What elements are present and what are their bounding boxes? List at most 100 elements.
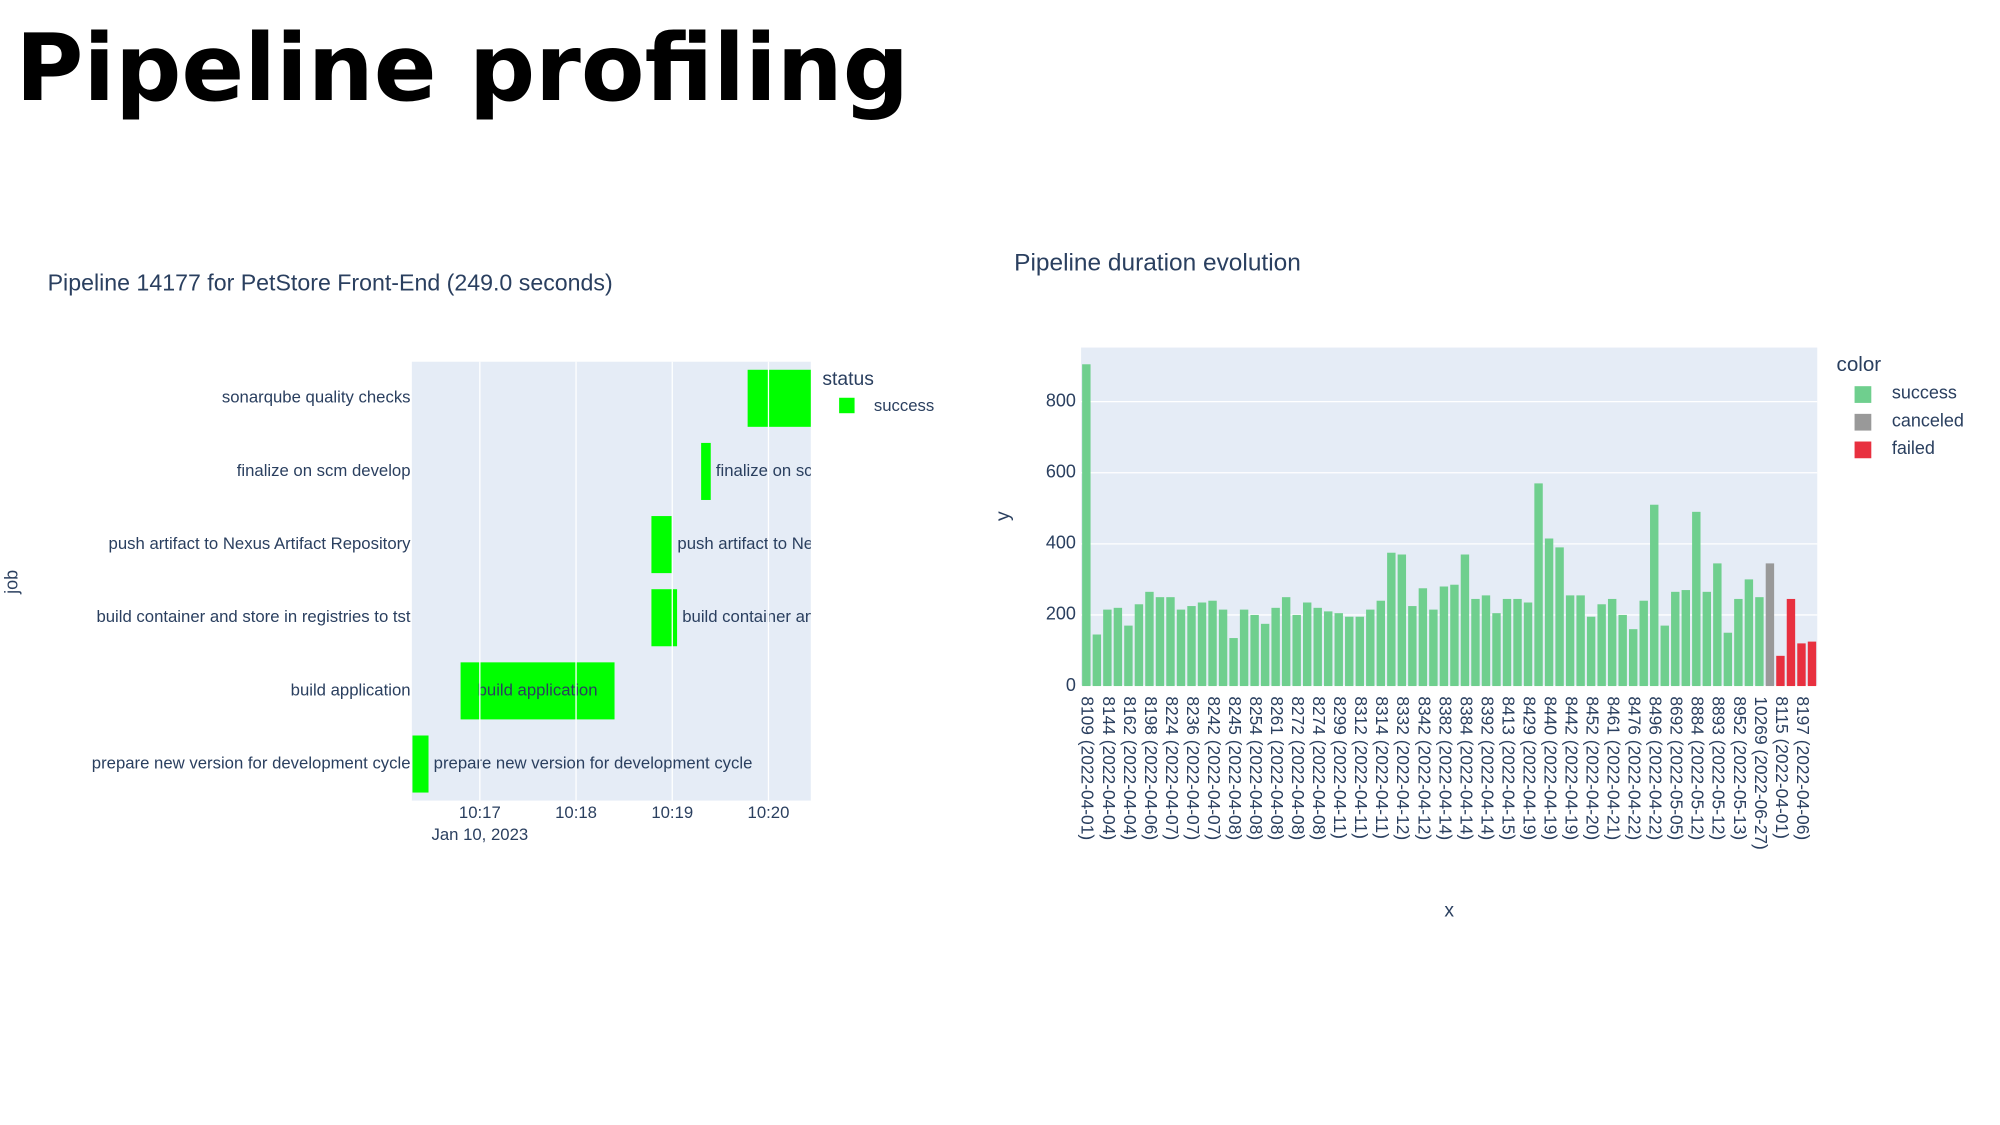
bar [1113, 607, 1123, 687]
bar [1692, 511, 1701, 687]
legend-label: success [1892, 383, 1957, 403]
bar [1092, 634, 1102, 687]
bar [1628, 629, 1638, 687]
bar-label: build application [478, 680, 598, 699]
x-tick-label: 8413 (2022-04-15) [1498, 696, 1518, 840]
bar [1208, 600, 1217, 687]
bar [1345, 616, 1354, 687]
bar [1239, 609, 1249, 687]
bar [1313, 607, 1322, 687]
x-tick-label: 8312 (2022-04-11) [1351, 696, 1371, 839]
bar [460, 662, 615, 720]
bar [651, 589, 678, 647]
bar [1103, 609, 1112, 687]
bar [1492, 613, 1501, 687]
bar-label: finalize on scm develop [716, 461, 890, 480]
bar [1565, 595, 1575, 687]
x-tick-label: 8392 (2022-04-14) [1477, 696, 1497, 840]
bar [1155, 597, 1165, 687]
x-tick-label: 8332 (2022-04-12) [1393, 696, 1413, 840]
bar [1429, 609, 1438, 687]
bar-label: push artifact to Nexus Artifact Reposito… [677, 534, 980, 553]
y-tick-label: finalize on scm develop [237, 461, 411, 480]
bar [412, 735, 429, 793]
y-tick-label: 200 [1046, 604, 1076, 624]
x-tick-label: 8452 (2022-04-20) [1583, 696, 1603, 840]
bar [1366, 609, 1375, 687]
bar [1671, 591, 1680, 687]
bar [1734, 598, 1743, 687]
bar [1418, 588, 1428, 687]
y-tick-label: sonarqube quality checks [222, 388, 411, 407]
bar [1082, 364, 1091, 687]
x-tick-label: 8442 (2022-04-19) [1562, 696, 1582, 840]
x-tick-label: 8242 (2022-04-07) [1204, 696, 1224, 840]
bar [1744, 579, 1754, 687]
bar [1124, 625, 1133, 687]
legend-swatch [1854, 386, 1872, 403]
bar [1618, 614, 1627, 687]
x-tick-label: 8429 (2022-04-19) [1519, 696, 1539, 840]
bar [1250, 614, 1259, 687]
x-tick-label: 8382 (2022-04-14) [1435, 696, 1455, 840]
x-tick-label: 8115 (2022-04-01) [1772, 696, 1792, 839]
y-tick-label: push artifact to Nexus Artifact Reposito… [109, 534, 412, 553]
bar [1450, 584, 1459, 687]
bar [1765, 563, 1775, 687]
bar [1197, 602, 1207, 687]
bar [1460, 554, 1470, 687]
bar [1555, 547, 1564, 687]
bar [1302, 602, 1312, 687]
bar [1523, 602, 1533, 687]
bar [1218, 609, 1228, 687]
bar [1660, 625, 1669, 687]
x-tick-label: 8197 (2022-04-06) [1793, 696, 1813, 840]
x-tick-label: 8162 (2022-04-04) [1120, 696, 1140, 840]
bar [1807, 641, 1817, 687]
x-tick-label: 8496 (2022-04-22) [1646, 696, 1666, 840]
bar [1408, 606, 1417, 687]
y-tick-label: 400 [1046, 533, 1076, 553]
bar [747, 369, 811, 427]
bar [1713, 563, 1722, 687]
y-tick-label: 0 [1066, 675, 1076, 695]
bar [1481, 595, 1491, 687]
bar [1324, 611, 1333, 687]
x-tick-label: 8384 (2022-04-14) [1456, 696, 1476, 840]
bar [1786, 598, 1796, 687]
bar [1176, 609, 1186, 687]
bar [651, 516, 673, 574]
legend-label: failed [1892, 438, 1935, 458]
legend-swatch [1854, 413, 1872, 431]
x-tick-label: 10:20 [748, 803, 790, 822]
x-tick-label: 8224 (2022-04-07) [1162, 696, 1182, 840]
bar [1271, 607, 1280, 687]
y-axis-label: job [2, 570, 22, 595]
y-tick-label: build container and store in registries … [96, 607, 410, 626]
y-tick-label: 800 [1046, 390, 1076, 410]
x-tick-label: 10:18 [555, 803, 597, 822]
bar [1586, 616, 1596, 687]
x-tick-label: 8236 (2022-04-07) [1183, 696, 1203, 840]
bar [1650, 504, 1659, 687]
bar-label: prepare new version for development cycl… [434, 753, 753, 772]
x-tick-label: 8299 (2022-04-11) [1330, 696, 1350, 839]
bar [1681, 590, 1690, 687]
bar [1376, 600, 1386, 687]
y-tick-label: prepare new version for development cycl… [92, 753, 411, 772]
x-tick-label: 8461 (2022-04-21) [1604, 696, 1624, 840]
y-axis-label: y [993, 511, 1014, 521]
bar [1513, 598, 1522, 687]
bar [1334, 613, 1343, 687]
bar [1134, 604, 1144, 687]
bar [1723, 632, 1733, 687]
x-tick-label: 8272 (2022-04-08) [1288, 696, 1308, 840]
x-tick-label: 8144 (2022-04-04) [1099, 696, 1119, 840]
x-tick-label: 8261 (2022-04-08) [1267, 696, 1287, 840]
bar [1639, 600, 1648, 687]
x-tick-label: 8342 (2022-04-12) [1414, 696, 1434, 840]
bar [1797, 643, 1806, 687]
legend-label: success [874, 396, 934, 415]
